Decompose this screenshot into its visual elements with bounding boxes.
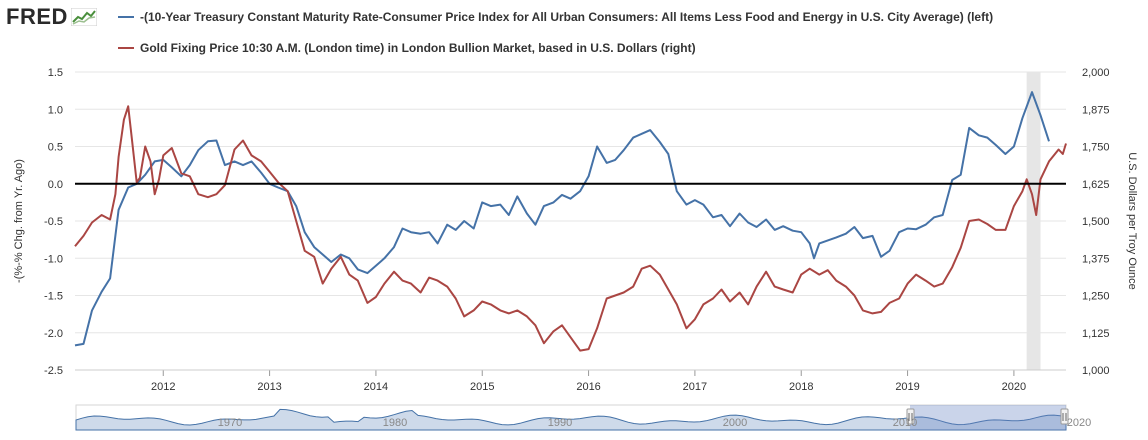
y-left-tick-label: -1.5 [44, 291, 63, 303]
navigator-label: 1990 [548, 417, 572, 429]
y-right-tick-label: 2,000 [1082, 67, 1110, 79]
y-right-tick-label: 1,500 [1082, 216, 1110, 228]
x-tick-label: 2018 [789, 381, 813, 393]
x-tick-label: 2020 [1002, 381, 1026, 393]
x-tick-label: 2019 [895, 381, 919, 393]
x-tick-label: 2015 [470, 381, 494, 393]
navigator-label: 1970 [218, 417, 242, 429]
legend-item-series-2[interactable]: Gold Fixing Price 10:30 A.M. (London tim… [118, 41, 696, 55]
legend-item-series-1[interactable]: -(10-Year Treasury Constant Maturity Rat… [118, 10, 993, 24]
y-left-tick-label: -1.0 [44, 253, 63, 265]
gridlines [75, 71, 1066, 371]
navigator-label: 1980 [383, 417, 407, 429]
y-right-tick-label: 1,625 [1082, 179, 1110, 191]
fred-logo-text: FRED [6, 4, 68, 29]
legend-label-1: -(10-Year Treasury Constant Maturity Rat… [140, 10, 994, 24]
y-right-tick-label: 1,875 [1082, 104, 1110, 116]
x-tick-label: 2012 [151, 381, 175, 393]
x-tick-label: 2016 [576, 381, 600, 393]
axes: 1.5 2,000 1.0 1,875 0.5 1,750 0.0 1,625 -0.5 1,50… [13, 67, 1138, 393]
series-line-2 [74, 105, 1067, 352]
chart-trend-icon [70, 8, 97, 26]
y-left-tick-label: 0.0 [48, 179, 63, 191]
y-right-tick-label: 1,375 [1082, 253, 1110, 265]
y-right-tick-label: 1,125 [1082, 328, 1110, 340]
legend-swatch-2 [118, 47, 134, 49]
y-left-tick-label: -2.5 [44, 365, 63, 377]
navigator-label: 2000 [723, 417, 747, 429]
y-left-tick-label: 1.5 [48, 67, 63, 79]
y-right-tick-label: 1,250 [1082, 291, 1110, 303]
y-left-tick-label: 1.0 [48, 104, 63, 116]
y-right-axis-title: U.S. Dollars per Troy Ounce [1126, 152, 1138, 290]
legend-swatch-1 [118, 16, 134, 18]
x-tick-label: 2014 [364, 381, 388, 393]
navigator-label: 2010 [893, 417, 917, 429]
series-line-1 [74, 91, 1050, 347]
navigator-selection [910, 405, 1066, 430]
fred-logo[interactable]: FRED [6, 4, 97, 30]
y-left-tick-label: -2.0 [44, 328, 63, 340]
y-left-axis-title: -(%-% Chg. from Yr. Ago) [13, 159, 25, 283]
y-left-tick-label: 0.5 [48, 142, 63, 154]
navigator[interactable]: 1970 1980 1990 2000 2010 2020 [75, 404, 1091, 431]
x-tick-label: 2013 [257, 381, 281, 393]
y-right-tick-label: 1,750 [1082, 142, 1110, 154]
legend-label-2: Gold Fixing Price 10:30 A.M. (London tim… [140, 41, 696, 55]
y-right-tick-label: 1,000 [1082, 365, 1110, 377]
series-lines [74, 91, 1067, 352]
navigator-label: 2020 [1067, 417, 1091, 429]
y-left-tick-label: -0.5 [44, 216, 63, 228]
x-tick-label: 2017 [683, 381, 707, 393]
